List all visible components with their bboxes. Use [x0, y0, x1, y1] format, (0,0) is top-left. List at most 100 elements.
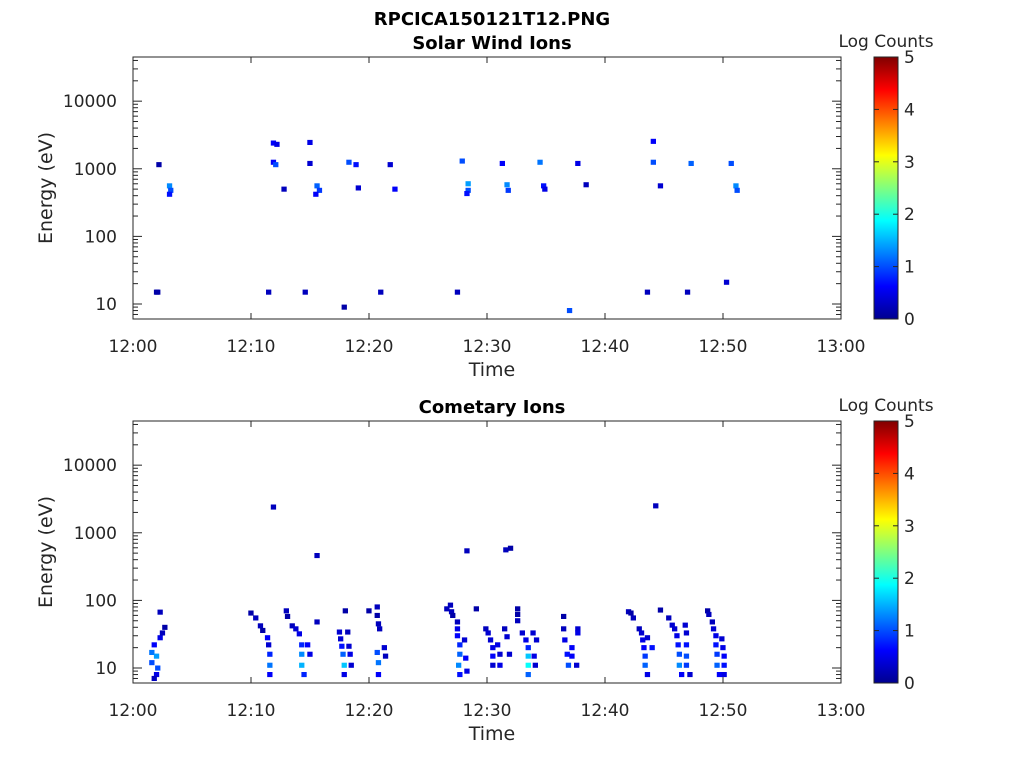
heatmap-cell [448, 609, 455, 615]
heatmap-cell [153, 653, 160, 659]
heatmap-cell [307, 651, 313, 657]
heatmap-cell [157, 609, 163, 615]
heatmap-cell [302, 289, 308, 295]
heatmap-cell [166, 183, 173, 189]
heatmap-cell [507, 545, 514, 551]
heatmap-cell [523, 637, 529, 643]
heatmap-cell [314, 183, 320, 189]
heatmap-cell [266, 289, 272, 295]
heatmap-cell [733, 183, 739, 189]
heatmap-cell [166, 191, 173, 197]
heatmap-cell [313, 191, 319, 197]
heatmap-cell [316, 187, 323, 193]
heatmap-cell [296, 631, 302, 637]
y-tick-label: 10 [95, 295, 117, 315]
x-tick-label: 12:50 [699, 701, 748, 721]
plot-frame [132, 420, 842, 684]
heatmap-cell [490, 662, 496, 668]
panel-title: Solar Wind Ions [412, 33, 571, 54]
heatmap-cell [375, 672, 382, 678]
heatmap-cell [561, 613, 567, 619]
heatmap-cell [574, 662, 580, 668]
heatmap-cell [307, 160, 313, 166]
heatmap-cell [454, 619, 461, 625]
heatmap-cell [340, 651, 346, 657]
colorbar-label: Log Counts [838, 32, 933, 52]
heatmap-cell [575, 630, 581, 636]
x-tick-label: 12:20 [345, 337, 394, 357]
heatmap-cell [714, 651, 720, 657]
heatmap-cell [683, 662, 690, 668]
heatmap-cells [153, 138, 740, 314]
heatmap-cell [454, 289, 461, 295]
x-tick-label: 12:40 [581, 337, 630, 357]
x-axis-label: Time [468, 359, 516, 381]
heatmap-cell [642, 653, 648, 659]
heatmap-cell [257, 623, 264, 629]
heatmap-cell [569, 653, 575, 659]
heatmap-cell [710, 626, 717, 632]
heatmap-cell [464, 191, 470, 197]
heatmap-cell [159, 630, 166, 636]
y-tick-label: 10000 [63, 92, 117, 112]
heatmap-cell [502, 626, 508, 632]
heatmap-cell [630, 615, 636, 621]
colorbar-tick-label: 4 [904, 464, 915, 484]
heatmap-cell [378, 289, 384, 295]
heatmap-cell [687, 672, 693, 678]
heatmap-cell [503, 547, 509, 553]
heatmap-cell [347, 651, 353, 657]
heatmap-cell [283, 608, 289, 614]
heatmap-cell [301, 672, 307, 678]
heatmap-cell [531, 653, 537, 659]
panel-title: Cometary Ions [419, 397, 566, 418]
heatmap-cell [463, 655, 469, 661]
heatmap-cell [721, 653, 727, 659]
heatmap-cell [473, 606, 479, 612]
colorbar-ticks: 0 1 2 3 4 5 [874, 48, 915, 330]
heatmap-cell [341, 304, 347, 310]
heatmap-cell [532, 662, 538, 668]
y-tick-label: 10000 [63, 456, 117, 476]
heatmap-cell [151, 675, 157, 681]
heatmap-cell [168, 187, 174, 193]
heatmap-cell [374, 604, 380, 610]
heatmap-cell [149, 660, 155, 666]
heatmap-cell [487, 637, 494, 643]
heatmap-cell [465, 181, 471, 187]
figure-title: RPCICA150121T12.PNG [374, 9, 610, 30]
heatmap-cell [274, 141, 280, 147]
heatmap-cell [155, 665, 161, 671]
heatmap-cell [289, 623, 295, 629]
heatmap-cell [253, 615, 259, 621]
heatmap-cell [355, 185, 361, 191]
y-tick-label: 1000 [74, 524, 117, 544]
colorbar-tick-label: 1 [904, 622, 915, 642]
heatmap-cell [721, 672, 727, 678]
heatmap-cell [450, 612, 456, 618]
heatmap-cell [162, 624, 168, 630]
heatmap-cell [377, 626, 383, 632]
colorbar-tick-label: 3 [904, 153, 915, 173]
x-tick-label: 12:30 [463, 701, 512, 721]
heatmap-cell [650, 159, 656, 165]
x-tick-label: 12:00 [109, 701, 158, 721]
heatmap-cell [345, 629, 351, 635]
heatmap-cell [273, 162, 279, 168]
heatmap-cell [387, 162, 393, 168]
y-tick-label: 1000 [74, 160, 117, 180]
heatmap-cell [734, 187, 740, 193]
colorbar-gradient [873, 420, 899, 684]
heatmap-cell [720, 645, 726, 651]
heatmap-cell [495, 642, 501, 648]
colorbar: Log Counts 0 1 2 3 4 5 [838, 396, 933, 694]
heatmap-cell [653, 503, 659, 509]
x-tick-label: 12:40 [581, 701, 630, 721]
heatmap-cell [341, 662, 347, 668]
heatmap-cell [683, 642, 690, 648]
heatmap-cell [497, 651, 503, 657]
heatmap-cell [506, 651, 513, 657]
heatmap-cell [640, 637, 646, 643]
heatmap-cell [525, 672, 531, 678]
